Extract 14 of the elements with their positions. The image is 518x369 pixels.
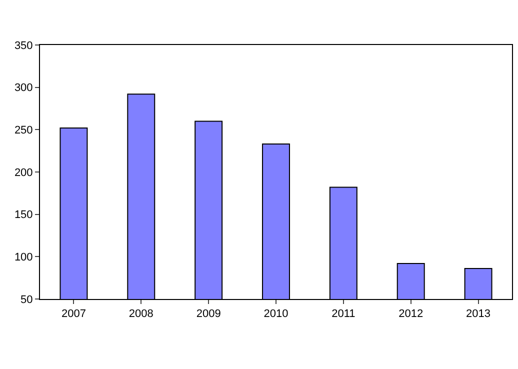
y-tick-label: 250 (14, 124, 33, 137)
x-tick-label: 2010 (264, 308, 288, 320)
x-tick-label: 2007 (61, 308, 86, 320)
y-tick-label: 300 (14, 82, 33, 94)
y-tick-label: 100 (14, 252, 33, 264)
y-tick-label: 50 (20, 294, 33, 306)
y-tick-label: 200 (14, 166, 33, 179)
x-tick-label: 2012 (398, 308, 424, 320)
x-tick-label: 2008 (128, 308, 154, 320)
y-tick-label: 350 (14, 40, 33, 52)
x-tick-label: 2011 (332, 308, 356, 320)
x-tick-label: 2009 (196, 308, 221, 320)
x-tick-label: 2013 (466, 308, 491, 320)
y-tick-label: 150 (14, 209, 33, 222)
